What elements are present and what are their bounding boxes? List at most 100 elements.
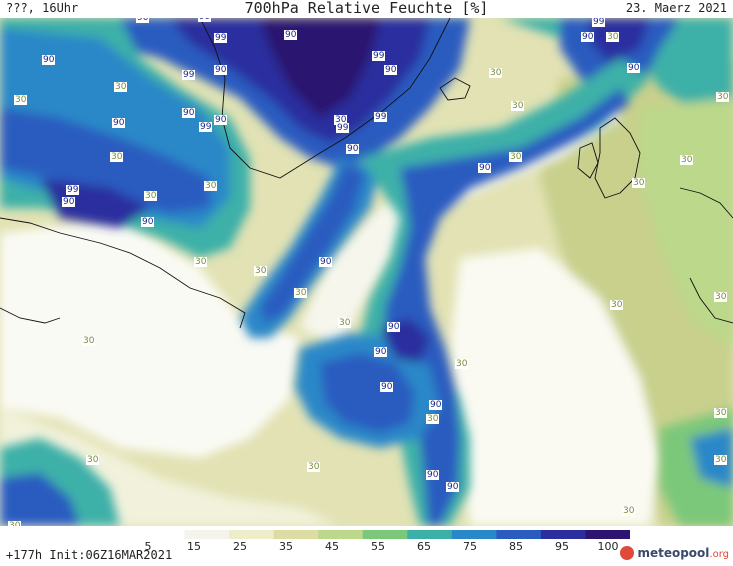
- greenland-peak: [260, 18, 380, 118]
- iberia-coast: [689, 277, 733, 324]
- contour-label: 99: [214, 33, 228, 43]
- colorbar: [140, 530, 630, 539]
- contour-label: 30: [455, 359, 469, 369]
- contour-label: 99: [592, 18, 606, 27]
- contour-label: 90: [627, 63, 641, 73]
- valid-date-label: 23. Maerz 2021: [625, 1, 727, 15]
- britain-coast: [594, 117, 641, 199]
- colorbar-segment: [318, 530, 364, 539]
- contour-label: 30: [114, 82, 128, 92]
- contour-label: 90: [62, 197, 76, 207]
- contour-label: 30: [86, 455, 100, 465]
- contour-label: 99: [198, 18, 212, 22]
- northeast-band-outer: [500, 18, 733, 138]
- contour-label: 90: [478, 163, 492, 173]
- contour-label: 30: [8, 521, 22, 526]
- colorbar-tick-label: 75: [463, 540, 477, 553]
- contour-label: 99: [372, 51, 386, 61]
- contour-label: 30: [680, 155, 694, 165]
- contour-label: 90: [387, 322, 401, 332]
- colorbar-tick-label: 45: [325, 540, 339, 553]
- ireland-coast: [577, 142, 599, 179]
- contour-label: 90: [426, 470, 440, 480]
- frontal-band-core: [385, 88, 630, 526]
- logo-icon: [620, 546, 635, 560]
- contour-label: 90: [136, 18, 150, 23]
- colorbar-tick-label: 95: [555, 540, 569, 553]
- contour-label: 99: [66, 185, 80, 195]
- southwest-moist-core: [0, 473, 80, 526]
- iceland-coast: [439, 77, 471, 101]
- newfoundland-coast: [0, 307, 61, 324]
- contour-label: 30: [622, 506, 636, 516]
- colorbar-segment: [362, 530, 408, 539]
- contour-label: 30: [509, 152, 523, 162]
- europe-coast: [679, 187, 733, 219]
- colorbar-segment: [184, 530, 230, 539]
- contour-label: 90: [284, 30, 298, 40]
- humidity-map: 9099999099903090999099903090303030909990…: [0, 18, 733, 526]
- logo-main: meteopool: [637, 546, 710, 560]
- contour-label: 90: [380, 382, 394, 392]
- contour-label: 30: [714, 455, 728, 465]
- contour-label: 90: [182, 108, 196, 118]
- colorbar-segment: [585, 530, 630, 539]
- contour-label: 30: [204, 181, 218, 191]
- northeast-band-peak: [590, 18, 650, 63]
- colorbar-tick-label: 65: [417, 540, 431, 553]
- header-bar: ???, 16Uhr 700hPa Relative Feuchte [%] 2…: [0, 0, 733, 18]
- colorbar-segment: [496, 530, 542, 539]
- contour-label: 30: [110, 152, 124, 162]
- contour-label: 30: [714, 292, 728, 302]
- contour-label: 30: [14, 95, 28, 105]
- greenland-coast: [199, 18, 451, 179]
- west-dry-region: [0, 218, 300, 458]
- contour-label: 90: [42, 55, 56, 65]
- contour-label: 30: [82, 336, 96, 346]
- contour-label: 90: [374, 347, 388, 357]
- valid-time-label: ???, 16Uhr: [6, 1, 79, 15]
- contour-label: 90: [319, 257, 333, 267]
- contour-label: 99: [336, 123, 350, 133]
- east-green-region: [640, 98, 733, 348]
- colorbar-segment: [407, 530, 453, 539]
- colorbar-segment: [451, 530, 497, 539]
- contour-label: 30: [606, 32, 620, 42]
- contour-label: 30: [511, 101, 525, 111]
- map-title: 700hPa Relative Feuchte [%]: [244, 0, 489, 17]
- contour-label: 30: [610, 300, 624, 310]
- contour-label: 90: [429, 400, 443, 410]
- south-dry-region: [450, 248, 660, 526]
- colorbar-tick-label: 55: [371, 540, 385, 553]
- coastlines: [0, 18, 733, 329]
- contour-label: 30: [489, 68, 503, 78]
- labrador-coast: [0, 217, 246, 329]
- contour-label: 30: [144, 191, 158, 201]
- logo-suffix: .org: [709, 549, 729, 560]
- colorbar-segment: [140, 530, 186, 539]
- colorbar-tick-label: 35: [279, 540, 293, 553]
- colorbar-tick-label: 15: [187, 540, 201, 553]
- contour-label: 30: [338, 318, 352, 328]
- contour-label: 30: [714, 408, 728, 418]
- footer-bar: 5 15 25 35 45 55 65 75 85 95 100 +177h Init:06Z16M…: [0, 526, 733, 566]
- logo-text: meteopool.org: [637, 546, 729, 560]
- northwest-band-core: [0, 108, 210, 213]
- comma-tail-core: [260, 163, 365, 323]
- southeast-moist-core: [690, 428, 733, 488]
- contour-label: 30: [426, 414, 440, 424]
- humidity-field: [0, 18, 733, 526]
- contour-label: 90: [214, 115, 228, 125]
- contour-label: 90: [141, 217, 155, 227]
- contour-label: 30: [307, 462, 321, 472]
- contour-label: 90: [384, 65, 398, 75]
- contour-label: 99: [182, 70, 196, 80]
- contour-label: 90: [112, 118, 126, 128]
- colorbar-tick-label: 85: [509, 540, 523, 553]
- contour-label: 99: [199, 122, 213, 132]
- colorbar-segment: [229, 530, 275, 539]
- contour-label: 30: [716, 92, 730, 102]
- colorbar-segment: [540, 530, 586, 539]
- contour-label: 90: [214, 65, 228, 75]
